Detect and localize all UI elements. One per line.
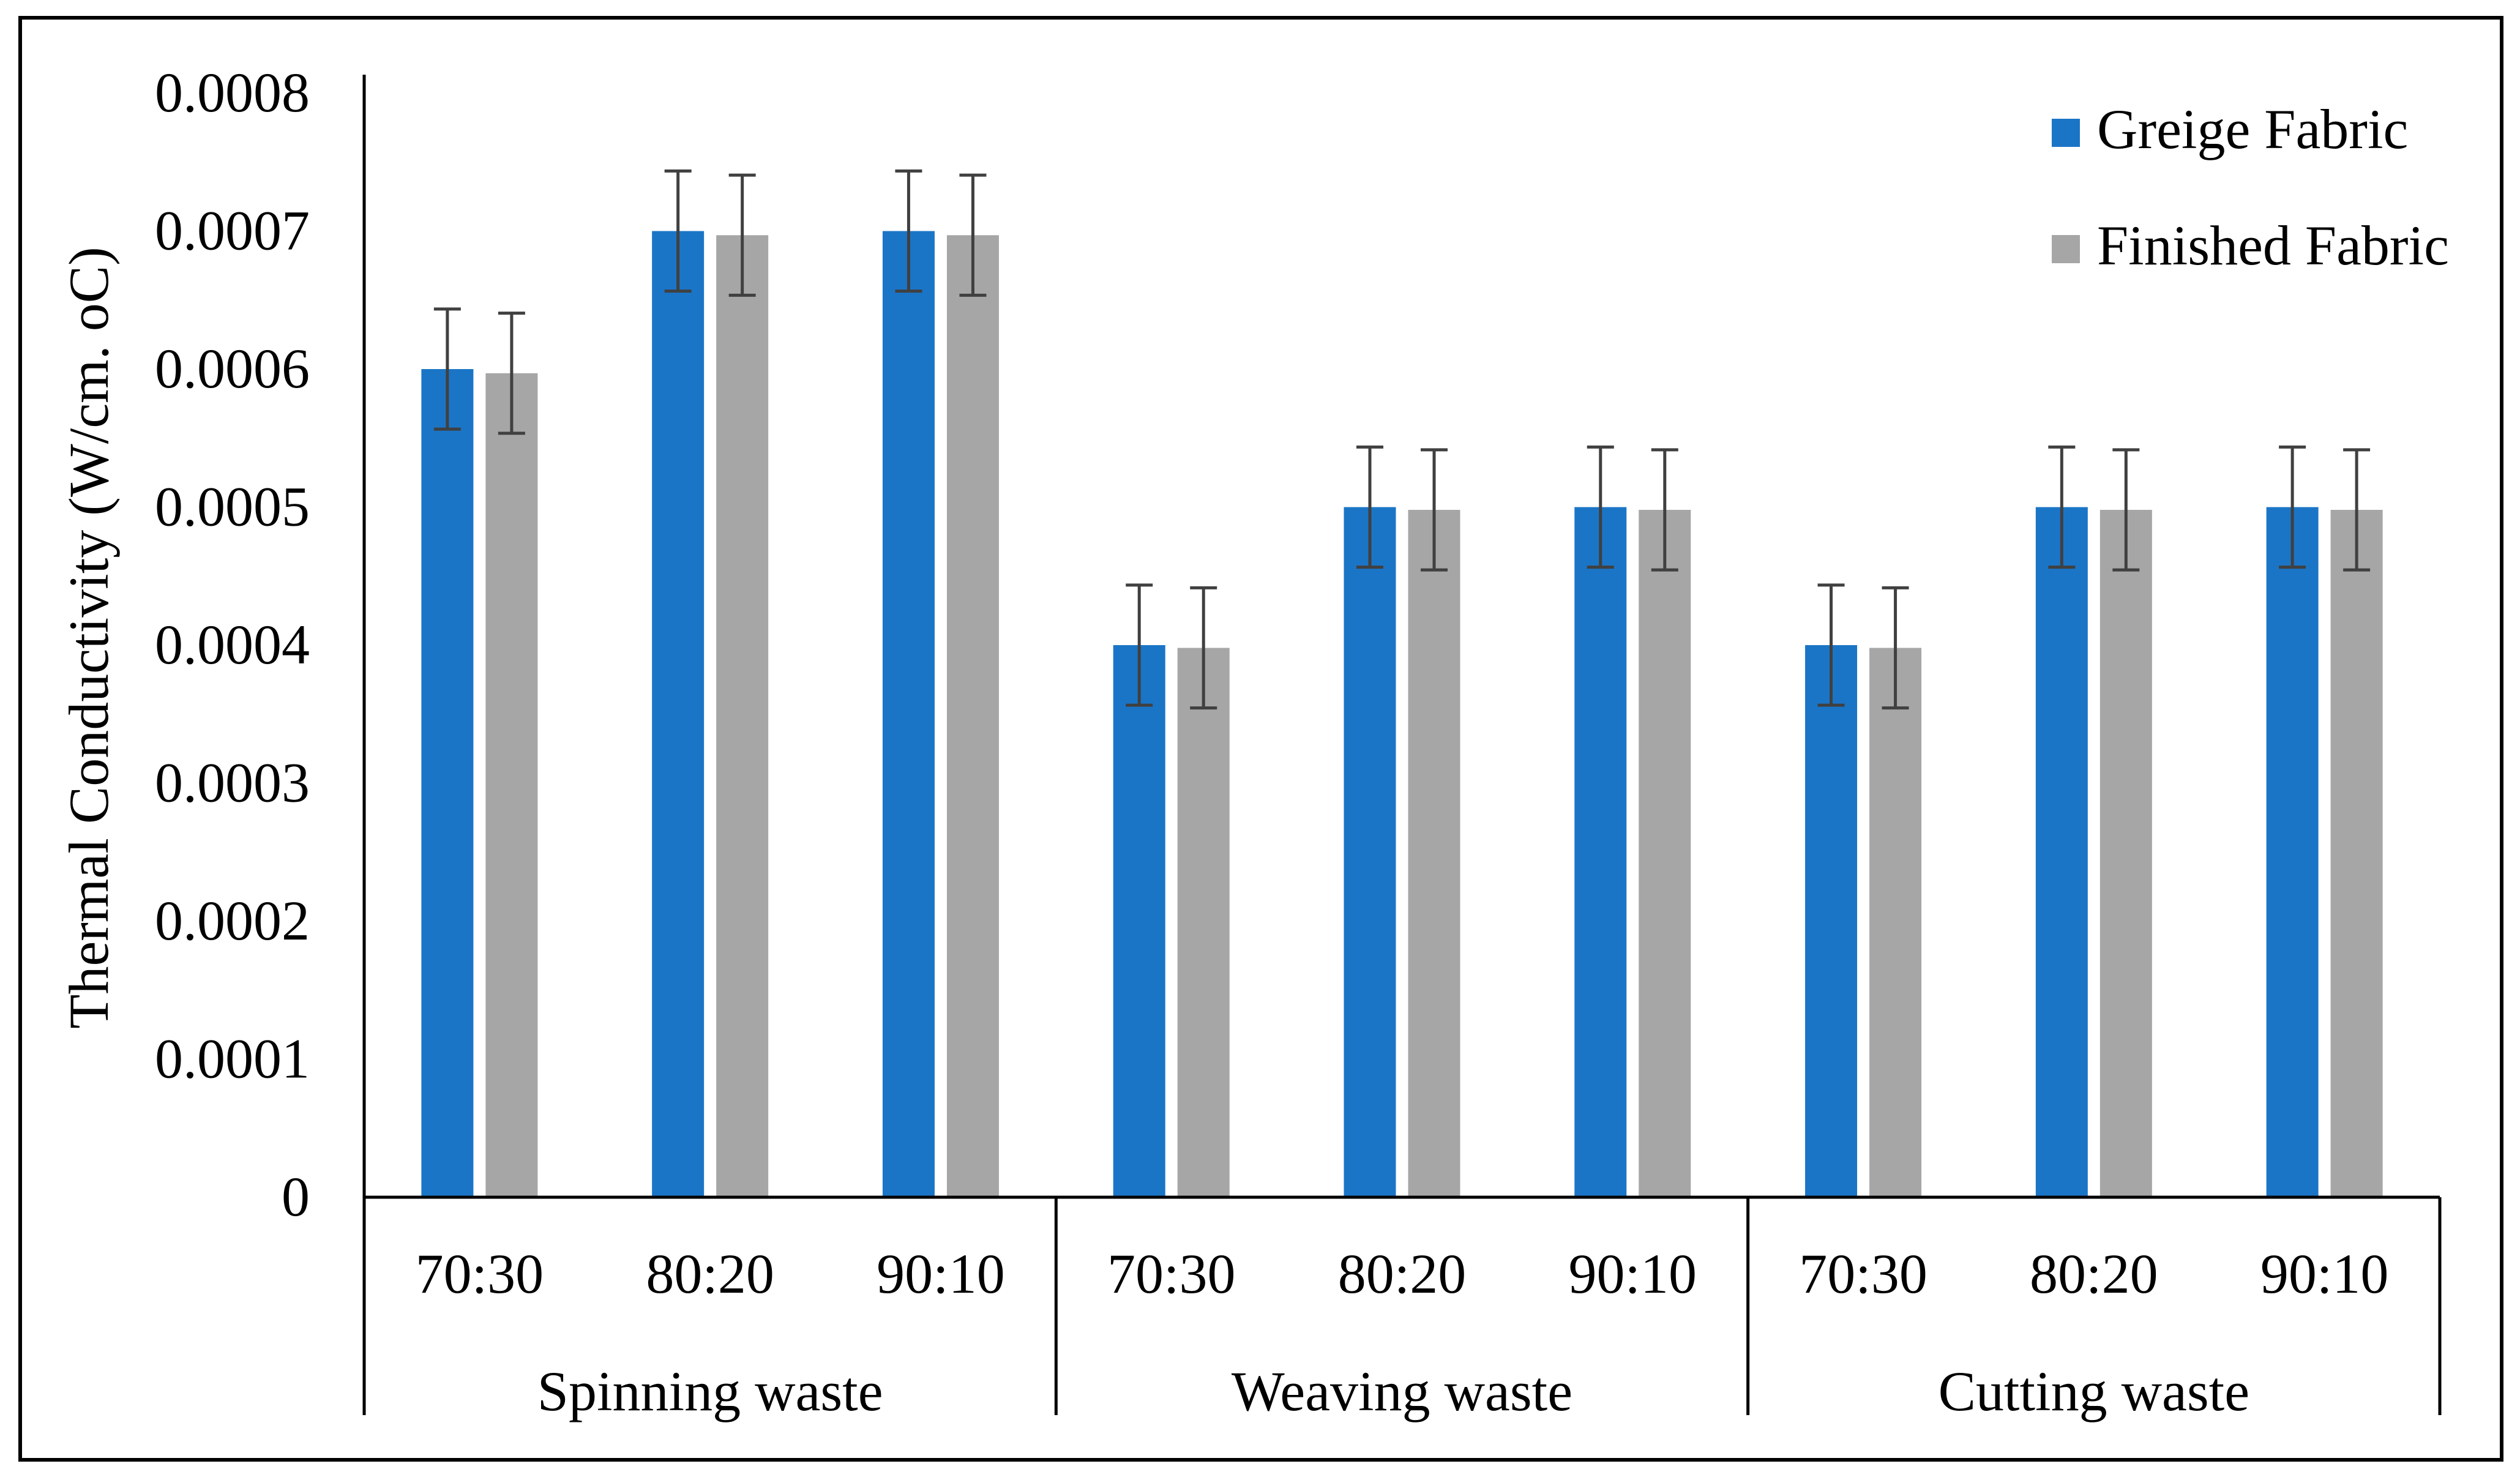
y-axis-title: Thermal Conductivity (W/cm. oC) bbox=[58, 247, 120, 1029]
bar-greige bbox=[421, 369, 474, 1197]
chart-frame: 0 0.0001 0.0002 0.0003 0.0004 0.0005 0.0006 0.0… bbox=[18, 16, 2503, 1462]
y-tick-label: 0.0007 bbox=[155, 200, 310, 262]
bar-greige bbox=[1344, 507, 1396, 1197]
x-category-label: 80:20 bbox=[1338, 1243, 1467, 1305]
bar-greige bbox=[882, 231, 935, 1197]
x-category-label: 90:10 bbox=[877, 1243, 1005, 1305]
y-tick-label: 0.0004 bbox=[155, 613, 310, 676]
x-group-label: Cutting waste bbox=[1939, 1360, 2250, 1422]
bar-finished bbox=[1639, 510, 1691, 1197]
y-tick-label: 0.0002 bbox=[155, 889, 310, 952]
bar-greige bbox=[652, 231, 705, 1197]
legend-label-greige: Greige Fabric bbox=[2097, 98, 2408, 160]
x-category-label: 70:30 bbox=[1799, 1243, 1927, 1305]
legend-swatch-greige bbox=[2052, 119, 2080, 147]
bar-finished bbox=[2330, 510, 2383, 1197]
axes bbox=[362, 75, 2442, 1415]
x-category-label: 90:10 bbox=[1568, 1243, 1697, 1305]
y-tick-label: 0 bbox=[282, 1165, 310, 1228]
x-category-label: 80:20 bbox=[2030, 1243, 2158, 1305]
x-group-label: Weaving waste bbox=[1232, 1360, 1572, 1422]
error-bars bbox=[433, 169, 2371, 710]
x-group-label: Spinning waste bbox=[537, 1360, 883, 1422]
y-tick-label: 0.0005 bbox=[155, 476, 310, 538]
y-tick-label: 0.0008 bbox=[155, 61, 310, 124]
bar-chart: 0 0.0001 0.0002 0.0003 0.0004 0.0005 0.0006 0.0… bbox=[58, 61, 2449, 1422]
y-axis-ticks: 0 0.0001 0.0002 0.0003 0.0004 0.0005 0.0006 0.0… bbox=[155, 61, 310, 1228]
x-category-label: 80:20 bbox=[646, 1243, 774, 1305]
x-axis-labels: 70:30 80:20 90:10 Spinning waste 70:30 80:20 9… bbox=[416, 1243, 2389, 1422]
bar-finished bbox=[946, 235, 999, 1197]
bars bbox=[421, 231, 2383, 1197]
bar-finished bbox=[716, 235, 769, 1197]
bar-finished bbox=[1408, 510, 1460, 1197]
legend-swatch-finished bbox=[2052, 235, 2080, 263]
bar-greige bbox=[1574, 507, 1627, 1197]
bar-finished bbox=[1177, 648, 1230, 1197]
bar-greige bbox=[1113, 645, 1165, 1197]
bar-finished bbox=[2099, 510, 2152, 1197]
x-category-label: 70:30 bbox=[1107, 1243, 1236, 1305]
bar-greige bbox=[2266, 507, 2319, 1197]
bar-finished bbox=[485, 373, 538, 1197]
x-category-label: 90:10 bbox=[2260, 1243, 2389, 1305]
x-category-label: 70:30 bbox=[416, 1243, 544, 1305]
y-tick-label: 0.0003 bbox=[155, 752, 310, 814]
bar-finished bbox=[1869, 648, 1922, 1197]
bar-greige bbox=[2035, 507, 2088, 1197]
y-tick-label: 0.0001 bbox=[155, 1028, 310, 1090]
bar-greige bbox=[1805, 645, 1858, 1197]
legend: Greige Fabric Finished Fabric bbox=[2052, 98, 2449, 277]
legend-label-finished: Finished Fabric bbox=[2097, 214, 2449, 277]
y-tick-label: 0.0006 bbox=[155, 337, 310, 400]
